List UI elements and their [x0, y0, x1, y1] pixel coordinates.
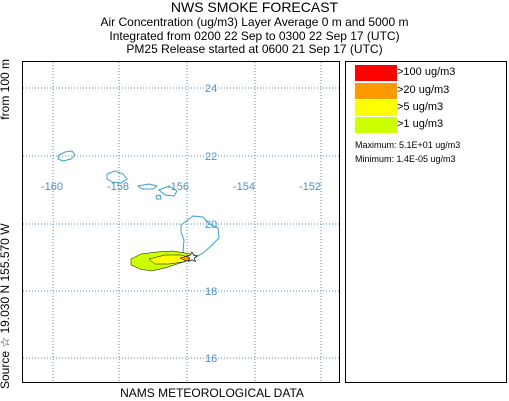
lon-label: -152	[299, 181, 321, 193]
map-canvas: 24 22 20 18 16 -160 -158 -156 -154 -152	[23, 62, 339, 382]
source-star-icon	[186, 251, 198, 263]
lat-label: 24	[205, 83, 217, 95]
legend-swatch	[355, 65, 397, 81]
lat-label: 22	[205, 151, 217, 163]
lanai-island	[155, 194, 162, 200]
maui-island	[158, 185, 178, 197]
coastlines	[57, 150, 220, 260]
legend-label: >5 ug/m3	[397, 101, 444, 113]
legend-item: >20 ug/m3	[355, 83, 505, 99]
legend-swatch	[355, 83, 397, 99]
release-start: PM25 Release started at 0600 21 Sep 17 (…	[126, 42, 383, 56]
lon-label: -158	[107, 181, 129, 193]
legend-item: >100 ug/m3	[355, 65, 505, 81]
lon-label: -156	[167, 181, 189, 193]
minimum-value: Minimum: 1.4E-05 ug/m3	[355, 154, 456, 164]
concentration-subtitle: Air Concentration (ug/m3) Layer Average …	[100, 15, 409, 29]
oahu-island	[106, 170, 128, 184]
legend-panel: >100 ug/m3 >20 ug/m3 >5 ug/m3 >1 ug/m3 M…	[345, 61, 507, 383]
legend-swatch	[355, 117, 397, 133]
molokai-island	[136, 183, 159, 190]
legend-item: >5 ug/m3	[355, 100, 505, 116]
lon-label: -154	[233, 181, 255, 193]
big-island	[180, 215, 220, 260]
legend-label: >1 ug/m3	[397, 118, 444, 130]
legend-item: >1 ug/m3	[355, 117, 505, 133]
lat-label: 16	[205, 353, 217, 365]
legend-label: >20 ug/m3	[397, 84, 450, 96]
lat-label: 18	[205, 286, 217, 298]
source-height: from 100 m	[0, 59, 12, 120]
smoke-map: 24 22 20 18 16 -160 -158 -156 -154 -152	[22, 61, 340, 383]
maximum-value: Maximum: 5.1E+01 ug/m3	[355, 140, 461, 150]
kauai-island	[57, 150, 76, 162]
forecast-title: NWS SMOKE FORECAST	[170, 0, 339, 15]
meteorological-data-label: NAMS METEOROLOGICAL DATA	[120, 386, 304, 400]
lon-label: -160	[41, 181, 63, 193]
legend-label: >100 ug/m3	[397, 66, 456, 78]
source-location-label: Source ☆ 19.030 N 155.570 W from 100 m	[0, 59, 12, 389]
source-coordinates: Source ☆ 19.030 N 155.570 W	[0, 223, 12, 389]
integration-period: Integrated from 0200 22 Sep to 0300 22 S…	[109, 29, 400, 43]
legend-swatch	[355, 100, 397, 116]
smoke-plume	[130, 250, 196, 272]
graticule	[23, 62, 339, 382]
